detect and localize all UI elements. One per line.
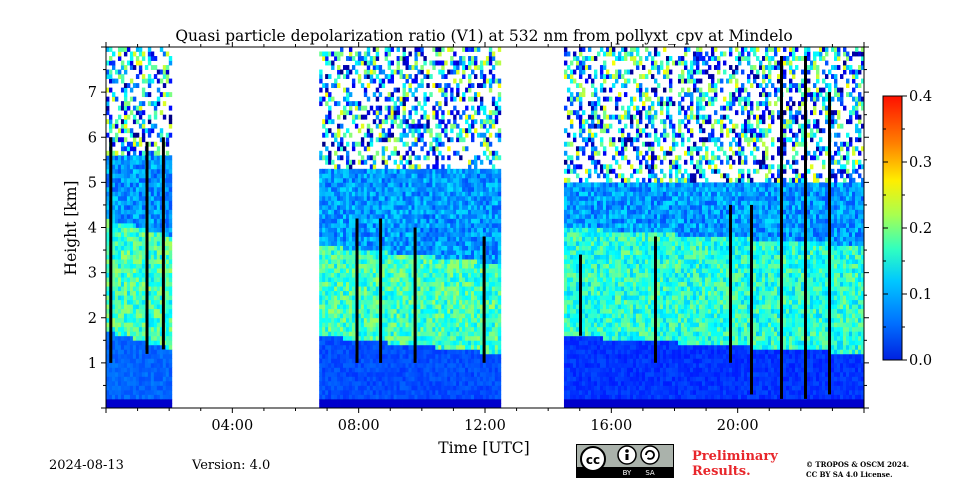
data-segment (563, 47, 864, 408)
cloud-streak (579, 254, 582, 336)
cloud-streak (729, 204, 732, 363)
copyright-line-1: © TROPOS & OSCM 2024. (806, 460, 910, 469)
share-alike-icon (640, 445, 660, 465)
cc-icon (580, 446, 606, 472)
y-tick-label: 7 (88, 85, 97, 101)
x-axis-label: Time [UTC] (438, 439, 529, 457)
x-tick-label: 12:00 (464, 418, 506, 434)
cloud-streak (109, 137, 113, 363)
by-label: BY (623, 469, 632, 477)
y-tick-label: 1 (88, 356, 97, 372)
y-tick-label: 2 (88, 311, 97, 327)
colorbar-tick-label: 0.0 (909, 353, 932, 369)
date-label: 2024-08-13 (49, 458, 124, 473)
y-tick-label: 4 (88, 221, 97, 237)
cloud-streak (379, 218, 383, 363)
cloud-streak (413, 227, 417, 363)
x-tick-label: 20:00 (717, 418, 759, 434)
x-axis: 04:00 08:00 12:00 16:00 20:00 (105, 42, 865, 434)
cloud-streak (750, 204, 753, 395)
copyright-line-2: CC BY SA 4.0 License. (806, 470, 893, 479)
cloud-streak (161, 137, 165, 350)
data-segment (106, 47, 173, 408)
cc-by-sa-badge: cc BY SA (576, 444, 674, 478)
x-tick-label: 16:00 (590, 418, 632, 434)
data-segment (319, 47, 502, 408)
x-tick-label: 08:00 (338, 418, 380, 434)
cloud-streak (828, 92, 831, 395)
colorbar-tick-label: 0.1 (909, 287, 932, 303)
cloud-streak (654, 236, 657, 363)
version-label: Version: 4.0 (192, 458, 271, 473)
copyright-label: © TROPOS & OSCM 2024. CC BY SA 4.0 Licen… (806, 460, 909, 480)
preliminary-line-2: Results. (692, 464, 751, 479)
colorbar-tick-label: 0.3 (909, 155, 932, 171)
cloud-streak (482, 236, 486, 363)
y-tick-label: 5 (88, 175, 97, 191)
heatmap-area (106, 47, 864, 408)
cloud-streak (780, 56, 783, 399)
chart-title: Quasi particle depolarization ratio (V1)… (175, 27, 792, 45)
preliminary-results-label: Preliminary Results. (692, 449, 778, 479)
cloud-streak (804, 56, 807, 399)
sa-label: SA (645, 469, 655, 477)
y-axis-label: Height [km] (62, 181, 80, 276)
preliminary-line-1: Preliminary (692, 449, 778, 464)
cloud-streak (145, 141, 149, 354)
x-tick-label: 04:00 (211, 418, 253, 434)
y-tick-label: 3 (88, 266, 97, 282)
y-tick-label: 6 (88, 130, 97, 146)
cloud-streak (355, 218, 359, 363)
y-axis: 1 2 3 4 5 6 7 (88, 46, 869, 409)
colorbar-axis: 0.0 0.1 0.2 0.3 0.4 (883, 89, 932, 369)
colorbar-tick-label: 0.4 (909, 89, 932, 105)
colorbar-tick-label: 0.2 (909, 221, 932, 237)
